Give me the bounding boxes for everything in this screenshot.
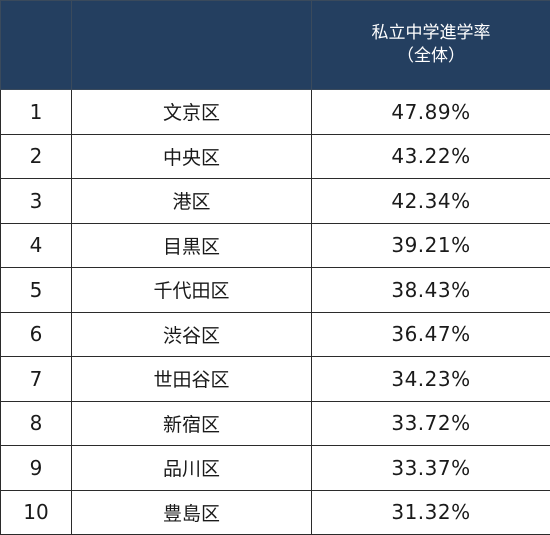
rank-cell: 8 [1,401,72,446]
ward-cell: 目黒区 [72,223,312,268]
ward-cell: 港区 [72,179,312,224]
rate-cell: 33.37% [312,446,550,491]
rate-cell: 34.23% [312,357,550,402]
rank-cell: 4 [1,223,72,268]
rank-cell: 3 [1,179,72,224]
rate-cell: 31.32% [312,490,550,535]
rank-cell: 5 [1,268,72,313]
rank-cell: 6 [1,312,72,357]
rate-cell: 39.21% [312,223,550,268]
header-row: 私立中学進学率 （全体） [1,1,550,90]
rate-cell: 43.22% [312,134,550,179]
ward-cell: 豊島区 [72,490,312,535]
ward-cell: 文京区 [72,90,312,135]
rank-cell: 7 [1,357,72,402]
rank-cell: 1 [1,90,72,135]
rate-cell: 42.34% [312,179,550,224]
rate-cell: 47.89% [312,90,550,135]
header-rate-subtitle: （全体） [312,45,550,68]
header-ward [72,1,312,90]
rate-cell: 36.47% [312,312,550,357]
header-rank [1,1,72,90]
ward-cell: 世田谷区 [72,357,312,402]
rank-cell: 2 [1,134,72,179]
ward-cell: 新宿区 [72,401,312,446]
rank-cell: 10 [1,490,72,535]
header-rate-title: 私立中学進学率 [312,22,550,45]
rate-cell: 33.72% [312,401,550,446]
ward-cell: 渋谷区 [72,312,312,357]
rate-cell: 38.43% [312,268,550,313]
ward-cell: 品川区 [72,446,312,491]
header-rate: 私立中学進学率 （全体） [312,1,550,90]
ward-cell: 中央区 [72,134,312,179]
ward-cell: 千代田区 [72,268,312,313]
table-header: 私立中学進学率 （全体） [1,1,550,90]
rank-cell: 9 [1,446,72,491]
